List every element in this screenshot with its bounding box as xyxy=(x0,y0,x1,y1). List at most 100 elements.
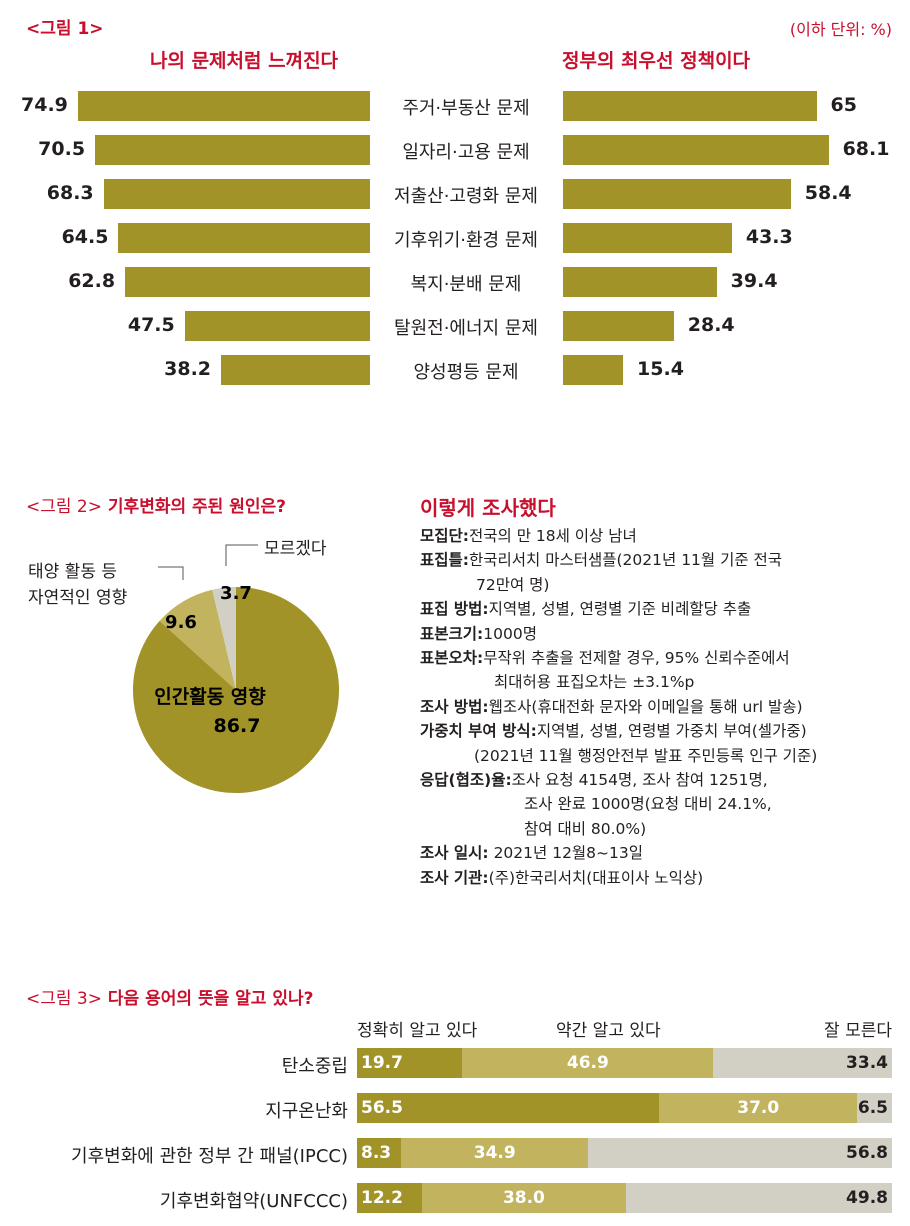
survey-row-cont: 참여 대비 80.0%) xyxy=(524,819,647,838)
survey-row: 응답(협조)율:조사 요청 4154명, 조사 참여 1251명, xyxy=(420,771,768,790)
term-label: 탄소중립 xyxy=(281,1056,348,1077)
figure3-label: <그림 3> xyxy=(26,989,102,1009)
right-bar xyxy=(563,223,732,253)
right-value-label: 58.4 xyxy=(804,182,852,204)
survey-row: 표본오차:무작위 추출을 전제할 경우, 95% 신뢰수준에서 xyxy=(420,649,790,668)
segment-value-label: 37.0 xyxy=(737,1098,780,1118)
legend-dont-know: 잘 모른다 xyxy=(824,1021,892,1041)
segment-know-somewhat: 34.9 xyxy=(401,1138,589,1168)
left-value-label: 38.2 xyxy=(164,358,212,380)
term-label: 지구온난화 xyxy=(265,1101,348,1122)
right-value-label: 39.4 xyxy=(730,270,778,292)
stacked-bar-row: 12.2 38.0 49.8 xyxy=(357,1183,892,1213)
left-bar xyxy=(77,91,370,121)
figure1-left-title: 나의 문제처럼 느껴진다 xyxy=(150,50,339,72)
unknown-callout-line xyxy=(225,544,258,566)
stacked-bar-row: 19.7 46.9 33.4 xyxy=(357,1048,892,1078)
category-label: 일자리·고용 문제 xyxy=(402,142,530,163)
right-bar xyxy=(563,267,717,297)
category-label: 주거·부동산 문제 xyxy=(402,98,530,119)
pie-slice-unknown xyxy=(212,587,236,690)
pie-natural-callout-2: 자연적인 영향 xyxy=(28,588,128,608)
pie-natural-callout-1: 태양 활동 등 xyxy=(28,562,118,582)
left-value-label: 62.8 xyxy=(68,270,116,292)
segment-value-label: 33.4 xyxy=(846,1053,888,1073)
stacked-bar-row: 56.5 37.0 6.5 xyxy=(357,1093,892,1123)
segment-value-label: 46.9 xyxy=(566,1053,609,1073)
pie-human-value: 86.7 xyxy=(214,715,261,737)
segment-know-somewhat: 37.0 xyxy=(659,1093,858,1123)
segment-know-exactly: 12.2 xyxy=(357,1183,423,1213)
figure1-chart: 74.9 주거·부동산 문제 65 70.5 일자리·고용 문제 68.1 68.3 저출산·… xyxy=(0,0,910,400)
figure3-heading: <그림 3> 다음 용어의 뜻을 알고 있나? xyxy=(26,984,314,1009)
segment-value-label: 8.3 xyxy=(361,1143,392,1163)
left-bar xyxy=(221,355,370,385)
segment-know-somewhat: 46.9 xyxy=(462,1048,714,1078)
figure2-pie-chart: 인간활동 영향 86.7 9.6 3.7 xyxy=(133,544,340,793)
segment-dont-know: 49.8 xyxy=(625,1183,892,1213)
survey-row-cont: 조사 완료 1000명(요청 대비 24.1%, xyxy=(524,795,772,814)
segment-value-label: 12.2 xyxy=(361,1188,403,1208)
segment-dont-know: 6.5 xyxy=(857,1093,892,1123)
survey-row: 표집 방법:지역별, 성별, 연령별 기준 비례할당 추출 xyxy=(420,600,752,619)
figure2-label: <그림 2> xyxy=(26,497,102,517)
pie-unknown-value: 3.7 xyxy=(220,583,252,604)
survey-row-cont: 최대허용 표집오차는 ±3.1%p xyxy=(494,673,695,692)
survey-row: 표본크기:1000명 xyxy=(420,624,537,643)
figure1-unit: (이하 단위: %) xyxy=(789,20,892,39)
left-bar xyxy=(125,267,370,297)
survey-row: 조사 일시: 2021년 12월8~13일 xyxy=(420,844,644,863)
segment-know-exactly: 8.3 xyxy=(357,1138,402,1168)
category-label: 저출산·고령화 문제 xyxy=(394,186,538,207)
left-value-label: 68.3 xyxy=(46,182,94,204)
segment-value-label: 34.9 xyxy=(473,1143,516,1163)
left-bar xyxy=(184,311,370,341)
survey-row: 조사 방법:웹조사(휴대전화 문자와 이메일을 통해 url 발송) xyxy=(420,697,803,716)
natural-callout-line2 xyxy=(158,566,184,580)
left-value-label: 64.5 xyxy=(61,226,109,248)
survey-row-cont: 72만여 명) xyxy=(476,575,550,594)
left-value-label: 70.5 xyxy=(38,138,86,160)
figure1-label: <그림 1> xyxy=(26,19,104,39)
figure2-heading: <그림 2> 기후변화의 주된 원인은? xyxy=(26,492,286,517)
legend-know-somewhat: 약간 알고 있다 xyxy=(556,1021,661,1041)
right-value-label: 68.1 xyxy=(842,138,890,160)
segment-value-label: 49.8 xyxy=(846,1188,888,1208)
segment-value-label: 6.5 xyxy=(857,1098,888,1118)
left-value-label: 47.5 xyxy=(127,314,175,336)
pie-slice-natural xyxy=(159,589,236,690)
right-bar xyxy=(563,135,829,165)
term-label: 기후변화협약(UNFCCC) xyxy=(159,1191,348,1212)
category-label: 탈원전·에너지 문제 xyxy=(394,318,538,339)
right-value-label: 65 xyxy=(830,94,857,116)
segment-value-label: 19.7 xyxy=(361,1053,403,1073)
figure1-right-title: 정부의 최우선 정책이다 xyxy=(562,50,751,72)
category-label: 양성평등 문제 xyxy=(413,362,519,383)
pie-natural-value: 9.6 xyxy=(165,612,197,633)
right-value-label: 43.3 xyxy=(745,226,793,248)
survey-details: 모집단:전국의 만 18세 이상 남녀 표집틀:한국리서치 마스터샘플(2021… xyxy=(420,524,900,890)
term-label: 기후변화에 관한 정부 간 패널(IPCC) xyxy=(71,1146,348,1167)
left-value-label: 74.9 xyxy=(21,94,68,116)
segment-value-label: 56.8 xyxy=(846,1143,888,1163)
segment-value-label: 56.5 xyxy=(361,1098,403,1118)
survey-row: 조사 기관:(주)한국리서치(대표이사 노익상) xyxy=(420,868,704,887)
survey-row: 모집단:전국의 만 18세 이상 남녀 xyxy=(420,527,637,545)
survey-row: 가중치 부여 방식:지역별, 성별, 연령별 가중치 부여(셀가중) xyxy=(420,722,807,741)
pie-unknown-callout: 모르겠다 xyxy=(264,539,327,559)
right-bar xyxy=(563,311,674,341)
segment-value-label: 38.0 xyxy=(502,1188,545,1208)
right-bar xyxy=(563,91,817,121)
survey-row-cont: (2021년 11월 행정안전부 발표 주민등록 인구 기준) xyxy=(474,746,818,765)
right-value-label: 28.4 xyxy=(687,314,735,336)
category-label: 복지·분배 문제 xyxy=(410,274,522,295)
figure2-title: 기후변화의 주된 원인은? xyxy=(107,497,287,517)
legend-know-exactly: 정확히 알고 있다 xyxy=(357,1021,478,1041)
pie-slice-human xyxy=(133,587,340,793)
survey-row: 표집틀:한국리서치 마스터샘플(2021년 11월 기준 전국 xyxy=(420,551,783,570)
stacked-bar-row: 8.3 34.9 56.8 xyxy=(357,1138,892,1168)
right-value-label: 15.4 xyxy=(637,358,684,380)
left-bar xyxy=(95,135,370,165)
left-bar xyxy=(103,179,370,209)
right-bar xyxy=(563,179,791,209)
